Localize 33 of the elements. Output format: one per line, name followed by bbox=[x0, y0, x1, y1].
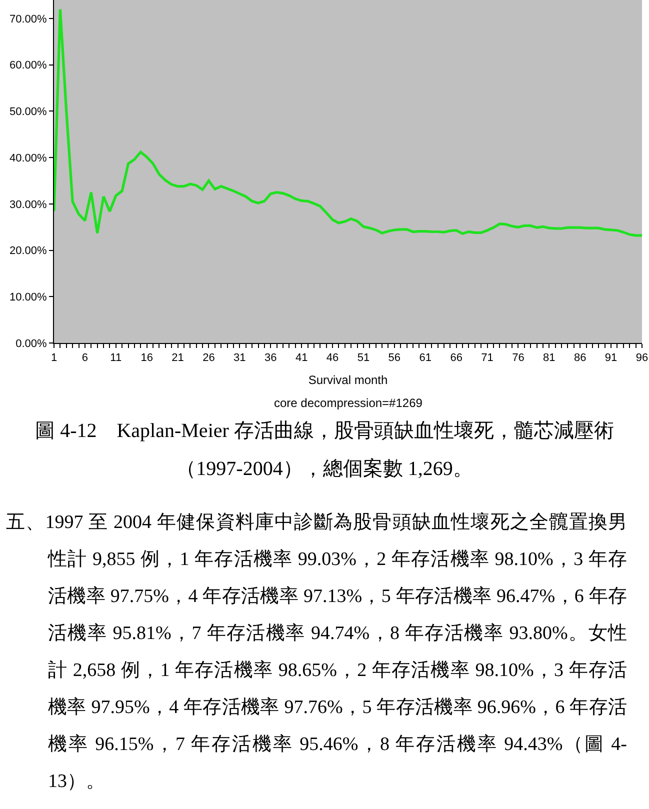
y-tick-label: 20.00% bbox=[9, 245, 48, 258]
x-tick-label: 91 bbox=[604, 352, 618, 364]
x-tick-label: 41 bbox=[295, 352, 308, 364]
x-axis-title: Survival month bbox=[308, 373, 388, 388]
x-tick-label: 36 bbox=[264, 352, 277, 364]
x-tick-label: 46 bbox=[326, 352, 339, 364]
x-tick-label: 16 bbox=[140, 352, 153, 364]
y-tick-label: 50.00% bbox=[9, 106, 48, 118]
y-tick-label: 0.00% bbox=[16, 338, 48, 350]
y-tick-label: 60.00% bbox=[9, 60, 48, 72]
caption: 圖 4-12 Kaplan-Meier 存活曲線，股骨頭缺血性壞死，髓芯減壓術（1997-2004），總個案數 1,269。 bbox=[34, 419, 615, 482]
text: 五、1997 至 2004 年健保資料庫中診斷為股骨頭缺血性壞死之全髖置換男性計 9,855 例，1 年存活機率 99.03%，2 年存活機率 98.10%，3 年存活機率 97.75%，4 年存活機率 97.13%，5 年存活機率 96.47%，6 年存活機率 95.81%，7 年存活機率 94.74%，8 年存活機率 93.80%。女性計 2,658 例，1 年存活機率 98.65%，2 年存活機率 98.10%，3 年存活機率 97.95%，4 年存活機率 97.76%，5 年存活機率 96.96%，6 年存活機率 96.15%，7 年存活機率 95.46%，8 年存活機率 94.43%（圖 4-13）。 bbox=[6, 511, 627, 794]
x-tick-label: 81 bbox=[543, 352, 556, 364]
y-tick-label: 70.00% bbox=[9, 13, 48, 26]
line-series bbox=[54, 8, 642, 237]
x-tick-label: 86 bbox=[574, 352, 586, 364]
x-tick-label: 26 bbox=[202, 352, 215, 364]
x-tick-label: 96 bbox=[636, 352, 648, 364]
x-tick-label: 31 bbox=[234, 352, 246, 364]
y-tick-label: 40.00% bbox=[9, 152, 48, 164]
y-tick-label: 30.00% bbox=[9, 198, 48, 211]
x-tick-label: 71 bbox=[481, 352, 494, 364]
text: core decompression=#1269 bbox=[274, 396, 423, 410]
x-tick-label: 51 bbox=[357, 352, 370, 364]
x-tick-label: 21 bbox=[172, 352, 184, 364]
x-tick-label: 6 bbox=[82, 352, 88, 364]
x-tick-label: 1 bbox=[50, 352, 58, 364]
x-tick-label: 76 bbox=[512, 352, 524, 364]
x-tick-label: 11 bbox=[110, 352, 122, 364]
x-tick-label: 61 bbox=[419, 352, 432, 364]
x-tick-label: 66 bbox=[450, 352, 462, 364]
x-tick-label: 56 bbox=[388, 352, 401, 364]
y-tick-label: 10.00% bbox=[9, 292, 48, 304]
